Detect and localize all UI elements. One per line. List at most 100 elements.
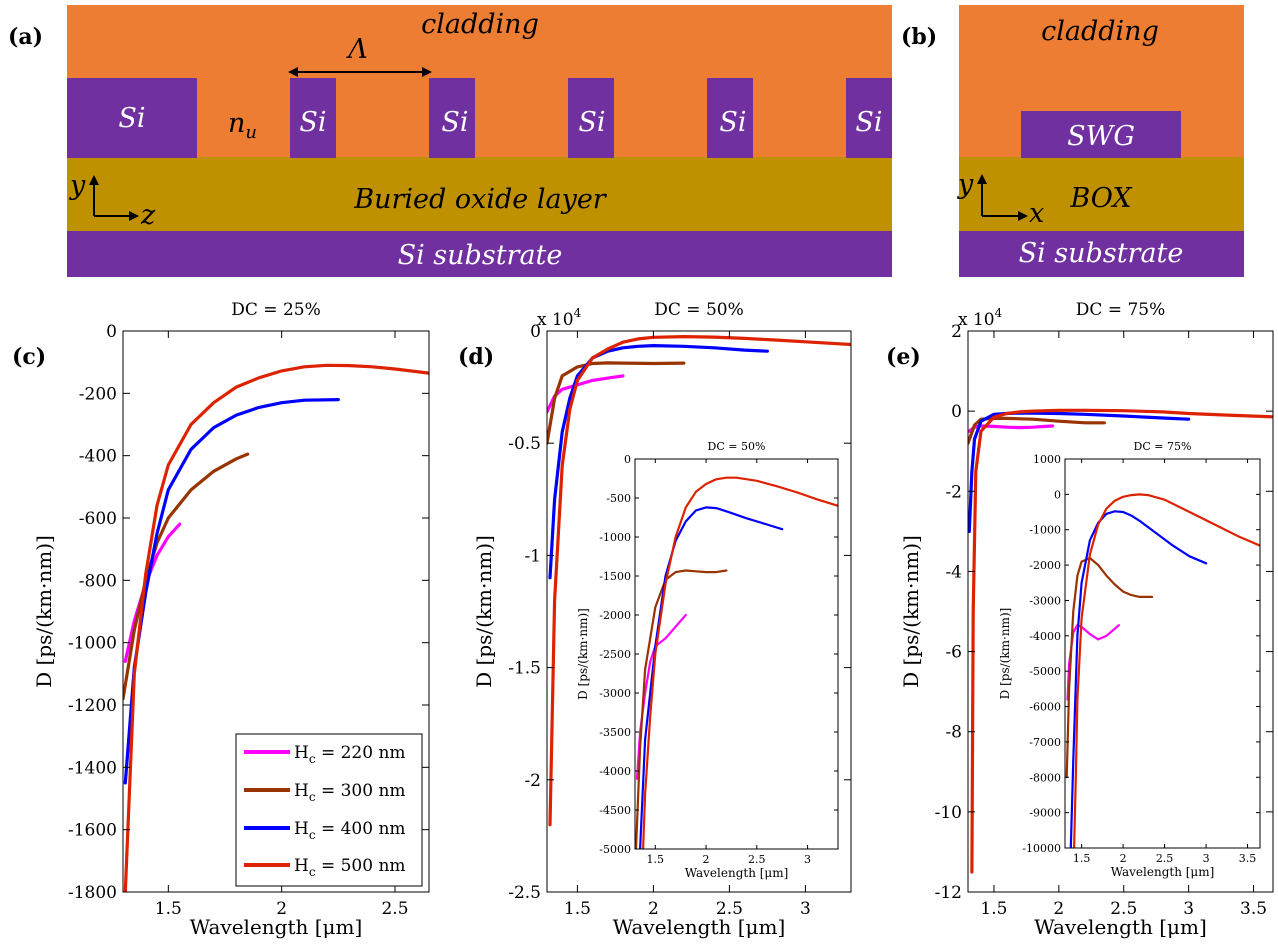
schematic-a: (a) cladding Λ nu Si Si Si Si Si Si Buri… xyxy=(8,5,892,277)
x-tick-label: 3.5 xyxy=(1239,852,1257,865)
y-axis-label: D [ps/(km·nm)] xyxy=(899,535,923,688)
x-tick-label: 2 xyxy=(1053,899,1064,919)
axis-y-label: y xyxy=(957,169,974,200)
y-tick-label: -10000 xyxy=(1022,842,1061,855)
y-tick-label: -6 xyxy=(945,643,962,663)
plot-frame xyxy=(546,330,852,893)
y-tick-label: -1200 xyxy=(68,696,117,716)
y-tick-label: -5000 xyxy=(599,843,631,856)
series-group xyxy=(547,335,851,827)
series-group xyxy=(1065,493,1260,848)
y-axis-label: D [ps/(km·nm)] xyxy=(472,535,496,688)
x-tick-label: 1.5 xyxy=(564,899,591,919)
exponent-power: 4 xyxy=(995,306,1003,320)
y-tick-label: -10 xyxy=(935,803,962,823)
series-line xyxy=(123,452,250,701)
x-tick-label: 2 xyxy=(276,899,287,919)
panel-label-c: (c) xyxy=(12,344,46,370)
x-axis-label: Wavelength [μm] xyxy=(1034,915,1207,939)
x-tick-label: 2 xyxy=(648,899,659,919)
series-line xyxy=(548,335,851,827)
y-tick-label: 0 xyxy=(106,322,117,342)
series-line xyxy=(968,424,1055,433)
si-label: Si xyxy=(118,103,145,134)
exponent-base: x 10 xyxy=(537,310,574,330)
axis-z-label: z xyxy=(140,200,156,231)
y-tick-label: -500 xyxy=(606,492,631,505)
cladding-label: cladding xyxy=(1041,16,1159,47)
axis-y-label: y xyxy=(69,170,86,201)
series-line xyxy=(635,569,728,849)
x-tick-label: 3 xyxy=(800,899,811,919)
x-tick-label: 2.5 xyxy=(381,899,408,919)
x-axis-label: Wavelength [μm] xyxy=(685,866,789,880)
series-line xyxy=(547,361,686,445)
cladding-label: cladding xyxy=(421,9,539,40)
x-tick-label: 1.5 xyxy=(1073,852,1091,865)
y-tick-label: -1500 xyxy=(599,570,631,583)
box-layer xyxy=(959,157,1244,232)
period-label: Λ xyxy=(345,34,368,65)
x-tick-label: 3 xyxy=(804,853,811,866)
y-tick-label: -2 xyxy=(945,482,962,502)
y-tick-label: -8 xyxy=(945,723,962,743)
substrate-layer xyxy=(67,231,892,277)
substrate-layer xyxy=(959,231,1244,277)
box-label: Buried oxide layer xyxy=(353,184,608,215)
y-tick-label: -6000 xyxy=(1029,701,1061,714)
chart-title: DC = 50% xyxy=(654,300,743,320)
swg-block xyxy=(1021,111,1181,158)
swg-label: SWG xyxy=(1067,121,1135,152)
x-tick-label: 1.5 xyxy=(155,899,182,919)
x-tick-label: 1.5 xyxy=(647,853,665,866)
y-tick-label: -2 xyxy=(524,771,541,791)
si-block xyxy=(707,78,753,158)
y-tick-label: -1600 xyxy=(68,821,117,841)
chart-title: DC = 50% xyxy=(708,440,766,453)
axes-icon-yx xyxy=(977,174,1028,221)
substrate-label: Si substrate xyxy=(398,240,563,271)
x-tick-label: 1.5 xyxy=(980,899,1007,919)
y-tick-label: -1000 xyxy=(599,531,631,544)
plot-area xyxy=(635,459,838,849)
y-tick-label: -1 xyxy=(524,546,541,566)
si-block xyxy=(429,78,475,158)
panel-label-e: (e) xyxy=(886,344,921,370)
axes-icon-yz xyxy=(89,175,139,221)
y-tick-label: 0 xyxy=(1054,488,1061,501)
y-tick-label: -2500 xyxy=(599,648,631,661)
si-block xyxy=(67,78,197,158)
y-axis-label: D [ps/(km·nm)] xyxy=(998,608,1012,700)
schematic-b: (b) cladding SWG BOX Si substrate y x xyxy=(901,5,1244,277)
y-tick-label: -9000 xyxy=(1029,807,1061,820)
x-tick-label: 2 xyxy=(1120,852,1127,865)
series-line xyxy=(1065,556,1154,779)
y-tick-label: 1000 xyxy=(1033,453,1061,466)
legend: Hc = 220 nm Hc = 300 nm Hc = 400 nm Hc =… xyxy=(235,733,423,887)
series-group xyxy=(968,408,1273,874)
x-tick-label: 2.5 xyxy=(1156,852,1174,865)
y-axis-label: D [ps/(km·nm)] xyxy=(576,608,590,700)
panel-label-a: (a) xyxy=(8,24,43,50)
si-label: Si xyxy=(855,107,882,138)
x-axis-label: Wavelength [μm] xyxy=(1111,865,1215,879)
x-axis-label: Wavelength [μm] xyxy=(190,915,363,939)
si-block xyxy=(568,78,614,158)
axis-x-label: x xyxy=(1029,198,1044,229)
chart-title: DC = 25% xyxy=(231,300,320,320)
x-tick-label: 2.5 xyxy=(716,899,743,919)
series-group xyxy=(123,363,429,892)
si-label: Si xyxy=(441,107,468,138)
legend-entry: Hc = 400 nm xyxy=(294,819,406,842)
x-tick-label: 3.5 xyxy=(1240,899,1267,919)
x-tick-label: 2.5 xyxy=(1110,899,1137,919)
y-tick-label: -8000 xyxy=(1029,771,1061,784)
cladding-region xyxy=(67,5,892,158)
si-block xyxy=(846,78,892,158)
series-line xyxy=(968,416,1106,445)
plot-area xyxy=(1065,459,1260,848)
y-tick-label: -1.5 xyxy=(508,659,541,679)
y-tick-label: 2 xyxy=(951,322,962,342)
si-label: Si xyxy=(578,107,605,138)
